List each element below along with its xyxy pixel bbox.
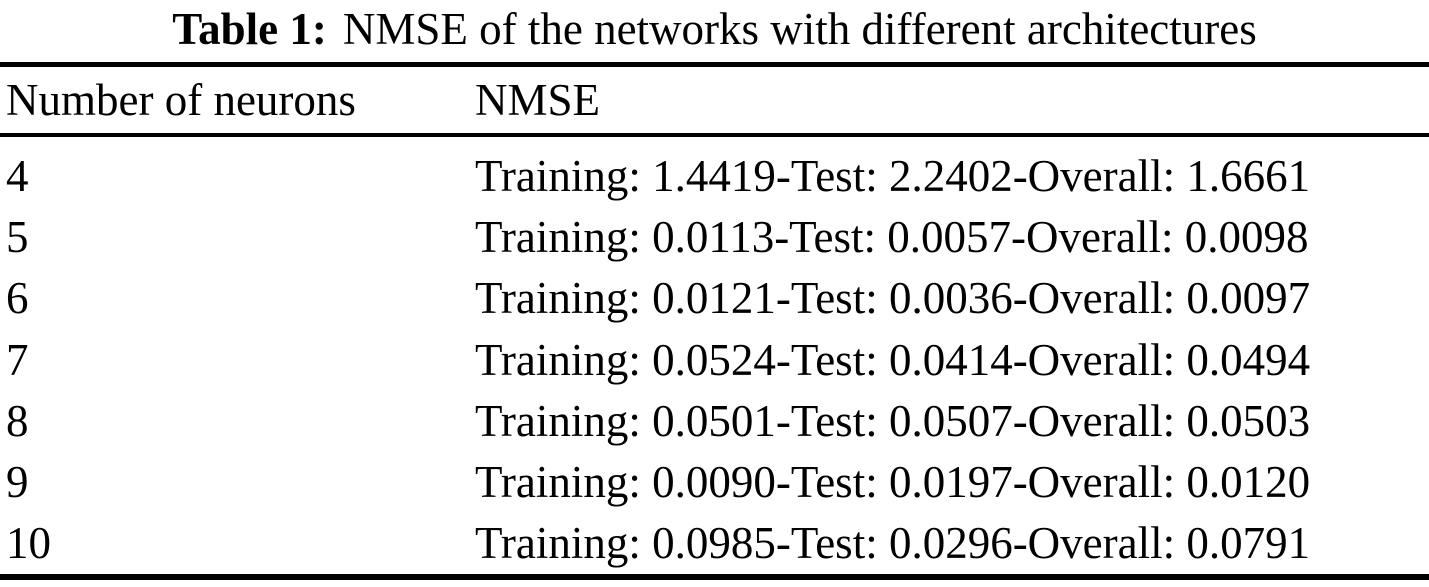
nmse-cell: Training: 1.4419-Test: 2.2402-Overall: 1… (475, 150, 1311, 201)
neurons-cell: 5 (6, 211, 29, 262)
nmse-cell: Training: 0.0985-Test: 0.0296-Overall: 0… (475, 518, 1311, 569)
column-header-nmse: NMSE (475, 75, 601, 125)
neurons-cell: 4 (6, 150, 29, 201)
table-caption-label: Table 1: (172, 4, 327, 54)
column-header-number-of-neurons: Number of neurons (6, 75, 356, 125)
neurons-cell: 7 (6, 334, 29, 385)
mid-rule (0, 133, 1429, 137)
nmse-cell: Training: 0.0524-Test: 0.0414-Overall: 0… (475, 334, 1311, 385)
table-row: 9 Training: 0.0090-Test: 0.0197-Overall:… (0, 451, 1429, 512)
table-row: 10 Training: 0.0985-Test: 0.0296-Overall… (0, 513, 1429, 574)
top-rule (0, 62, 1429, 67)
nmse-cell: Training: 0.0121-Test: 0.0036-Overall: 0… (475, 273, 1311, 324)
table-header-row: Number of neurons NMSE (0, 67, 1429, 133)
neurons-cell: 8 (6, 395, 29, 446)
table-row: 4 Training: 1.4419-Test: 2.2402-Overall:… (0, 145, 1429, 206)
table-row: 7 Training: 0.0524-Test: 0.0414-Overall:… (0, 329, 1429, 390)
neurons-cell: 9 (6, 457, 29, 508)
table-row: 6 Training: 0.0121-Test: 0.0036-Overall:… (0, 268, 1429, 329)
nmse-cell: Training: 0.0090-Test: 0.0197-Overall: 0… (475, 457, 1311, 508)
table-caption-text: NMSE of the networks with different arch… (342, 4, 1257, 54)
table-caption: Table 1: NMSE of the networks with differ… (0, 0, 1429, 58)
table-body: 4 Training: 1.4419-Test: 2.2402-Overall:… (0, 137, 1429, 574)
table-row: 8 Training: 0.0501-Test: 0.0507-Overall:… (0, 390, 1429, 451)
bottom-rule (0, 574, 1429, 580)
neurons-cell: 10 (6, 518, 51, 569)
neurons-cell: 6 (6, 273, 29, 324)
table-row: 5 Training: 0.0113-Test: 0.0057-Overall:… (0, 206, 1429, 267)
nmse-cell: Training: 0.0501-Test: 0.0507-Overall: 0… (475, 395, 1311, 446)
nmse-cell: Training: 0.0113-Test: 0.0057-Overall: 0… (475, 211, 1309, 262)
